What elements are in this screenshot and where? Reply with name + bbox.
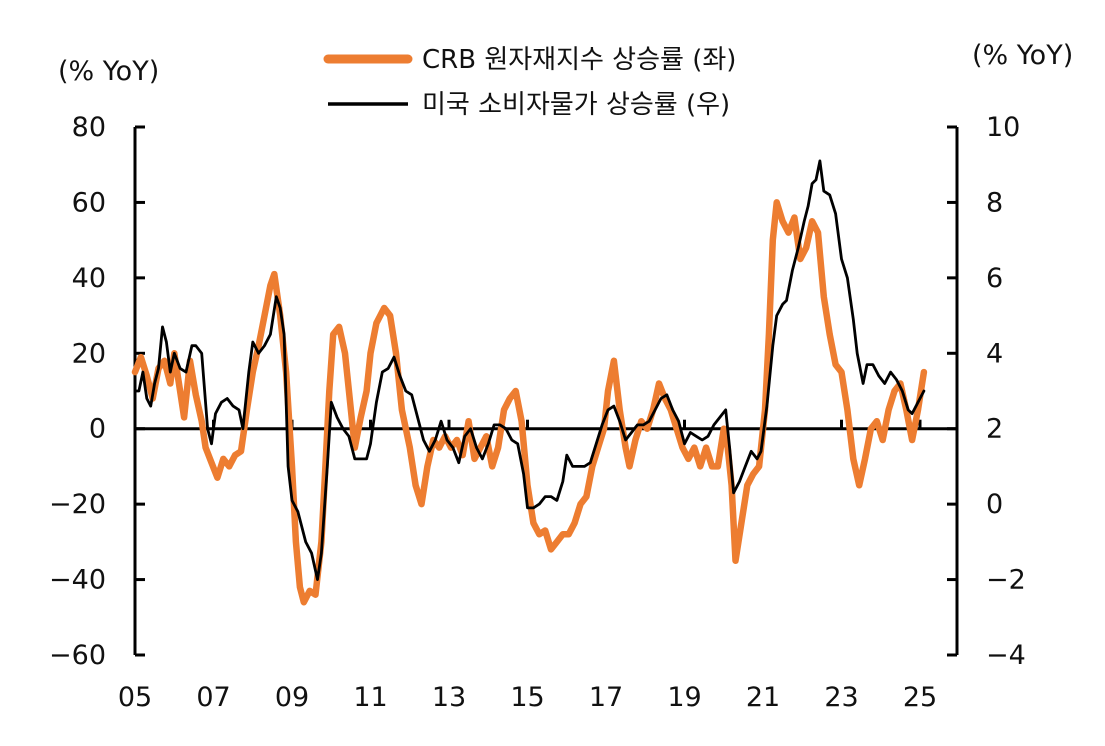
series-line-cpi: [133, 159, 926, 581]
x-tick-label: 23: [824, 682, 858, 713]
right-y-tick-label: −4: [986, 640, 1026, 671]
x-tick-label: 07: [196, 682, 230, 713]
left-y-tick-label: 40: [72, 263, 106, 294]
right-y-tick-label: 0: [986, 489, 1003, 520]
left-y-tick-label: −20: [49, 489, 106, 520]
x-tick-label: 11: [353, 682, 387, 713]
legend: CRB 원자재지수 상승률 (좌) 미국 소비자물가 상승률 (우): [323, 45, 736, 120]
right-axis-unit-label: (% YoY): [972, 40, 1073, 71]
x-tick-label: 09: [275, 682, 309, 713]
right-y-tick-label: 6: [986, 263, 1003, 294]
legend-label-cpi: 미국 소비자물가 상승률 (우): [422, 90, 730, 120]
x-tick-label: 19: [667, 682, 701, 713]
left-y-tick-label: −40: [49, 565, 106, 596]
right-y-tick-label: −2: [986, 565, 1026, 596]
right-y-tick-label: 8: [986, 187, 1003, 218]
left-y-tick-label: 0: [89, 414, 106, 445]
x-tick-label: 25: [903, 682, 937, 713]
x-tick-label: 15: [510, 682, 544, 713]
right-y-tick-label: 10: [986, 112, 1020, 143]
legend-label-crb: CRB 원자재지수 상승률 (좌): [422, 45, 736, 75]
x-tick-label: 21: [746, 682, 780, 713]
x-tick-label: 17: [589, 682, 623, 713]
right-y-tick-label: 2: [986, 414, 1003, 445]
right-y-tick-label: 4: [986, 338, 1003, 369]
x-tick-label: 05: [118, 682, 152, 713]
left-axis-unit-label: (% YoY): [58, 56, 159, 87]
left-y-tick-label: 20: [72, 338, 106, 369]
series-line-crb: [131, 199, 928, 606]
left-y-tick-label: 60: [72, 187, 106, 218]
left-y-tick-label: −60: [49, 640, 106, 671]
left-y-tick-label: 80: [72, 112, 106, 143]
x-tick-label: 13: [432, 682, 466, 713]
series-layer: [131, 159, 928, 606]
